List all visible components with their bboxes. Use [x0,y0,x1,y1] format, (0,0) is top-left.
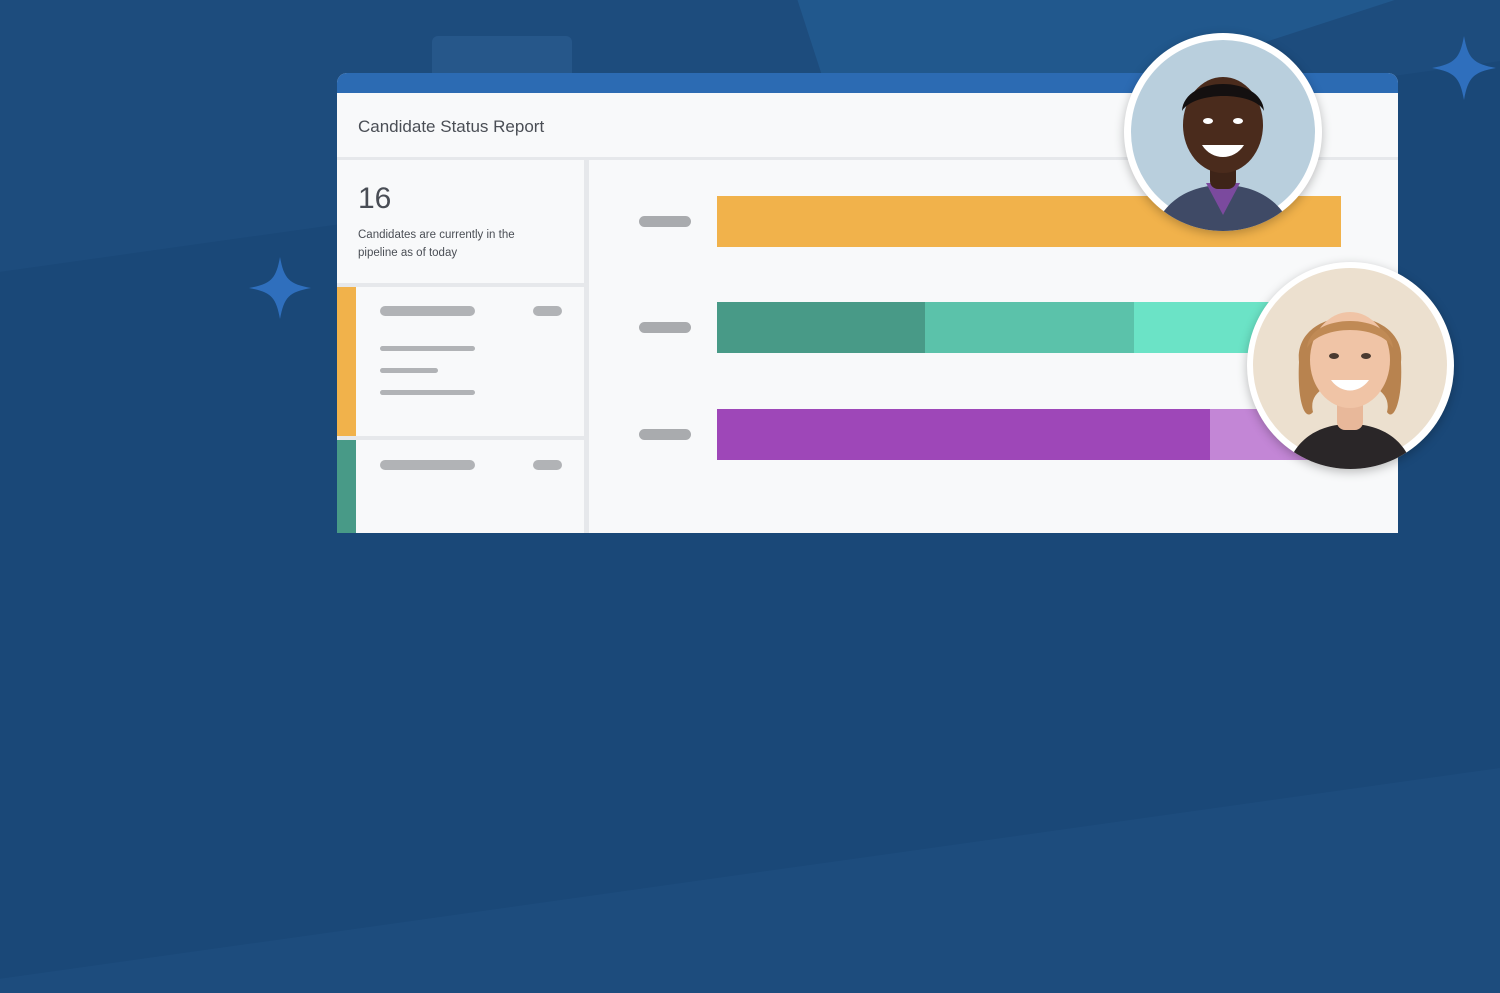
sparkle-icon [249,257,311,319]
bar-segment [924,302,1135,353]
bar-label-placeholder [639,322,691,333]
placeholder-line [380,390,475,395]
placeholder-line [380,368,438,373]
candidate-card[interactable] [337,440,584,533]
placeholder-line [380,306,475,316]
placeholder-badge [533,306,562,316]
sparkle-icon [1432,36,1496,100]
bar-label-placeholder [639,429,691,440]
candidate-card[interactable] [337,287,584,436]
bar-segment [717,302,925,353]
card-accent [337,287,356,436]
placeholder-badge [533,460,562,470]
window-topbar [337,73,1398,93]
card-accent [337,440,356,533]
avatar [1247,262,1454,469]
placeholder-line [380,346,475,351]
candidate-count: 16 [358,182,392,215]
avatar [1124,33,1322,231]
page-title: Candidate Status Report [358,117,545,136]
placeholder-line [380,460,475,470]
summary-card: 16 Candidates are currently in the pipel… [337,160,584,283]
bar-segment [717,409,1210,460]
summary-description: Candidates are currently in the pipeline… [358,229,515,259]
bar-label-placeholder [639,216,691,227]
